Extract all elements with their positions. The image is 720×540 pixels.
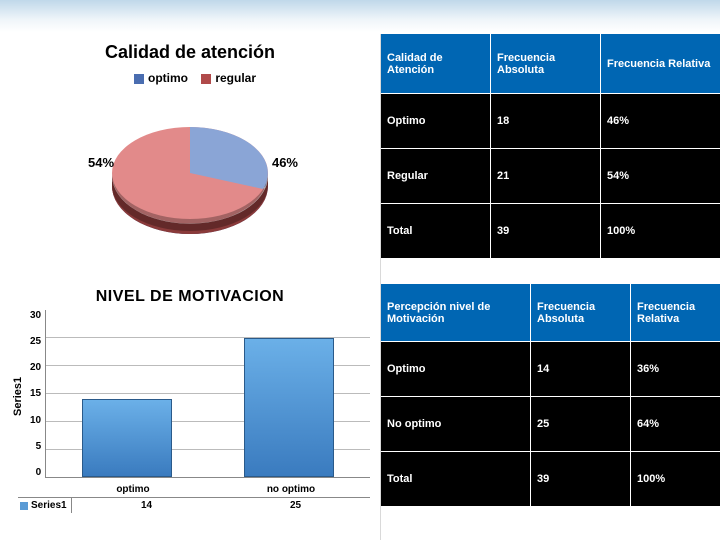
- bar-legend-row: Series1 14 25: [18, 497, 370, 513]
- t1-r2c0: Total: [381, 204, 491, 259]
- pie-wrap: 54% 46%: [80, 91, 300, 261]
- bar-optimo: [82, 399, 172, 477]
- table-motivacion: Percepción nivel de Motivación Frecuenci…: [380, 284, 720, 540]
- pie-label-right: 46%: [272, 155, 298, 170]
- table-calidad: Calidad de Atención Frecuencia Absoluta …: [380, 34, 720, 284]
- bar-xaxis: optimo no optimo: [54, 482, 370, 495]
- t1-r1c2: 54%: [601, 149, 720, 204]
- t2-r0c2: 36%: [631, 342, 720, 397]
- ytick-1: 5: [30, 441, 41, 452]
- bar-title: NIVEL DE MOTIVACION: [10, 288, 370, 306]
- ytick-6: 30: [30, 310, 41, 321]
- ytick-0: 0: [30, 467, 41, 478]
- t1-r0c1: 18: [491, 94, 601, 149]
- t2-h0: Percepción nivel de Motivación: [381, 284, 531, 342]
- t2-r0c1: 14: [531, 342, 631, 397]
- pie-chart-panel: Calidad de atención optimo regular: [0, 34, 380, 284]
- ytick-4: 20: [30, 362, 41, 373]
- legend-swatch-optimo: [134, 74, 144, 84]
- t1-r2c2: 100%: [601, 204, 720, 259]
- t1-h2: Frecuencia Relativa: [601, 34, 720, 94]
- t1-r1c1: 21: [491, 149, 601, 204]
- t1-r0c2: 46%: [601, 94, 720, 149]
- t2-r1c2: 64%: [631, 397, 720, 452]
- bar-val-1: 25: [221, 498, 370, 513]
- bar-series-swatch: [20, 502, 28, 510]
- t1-r2c1: 39: [491, 204, 601, 259]
- xcat-1: no optimo: [212, 482, 370, 495]
- bar-series-label: Series1: [31, 500, 67, 511]
- t2-r1c0: No optimo: [381, 397, 531, 452]
- legend-swatch-regular: [201, 74, 211, 84]
- t2-r2c0: Total: [381, 452, 531, 507]
- xcat-0: optimo: [54, 482, 212, 495]
- bar-yaxis: 0 5 10 15 20 25 30: [26, 310, 46, 478]
- top-accent: [0, 0, 720, 32]
- pie-title: Calidad de atención: [10, 42, 370, 63]
- t2-r2c1: 39: [531, 452, 631, 507]
- bar-plot: [46, 310, 370, 478]
- bar-series-label-cell: Series1: [18, 498, 72, 513]
- pie-legend: optimo regular: [10, 71, 370, 85]
- t1-r1c0: Regular: [381, 149, 491, 204]
- pie-svg: [80, 91, 300, 261]
- content-grid: Calidad de atención optimo regular: [0, 34, 720, 540]
- t2-h1: Frecuencia Absoluta: [531, 284, 631, 342]
- t1-r0c0: Optimo: [381, 94, 491, 149]
- ytick-3: 15: [30, 388, 41, 399]
- pie-label-left: 54%: [88, 155, 114, 170]
- t2-h2: Frecuencia Relativa: [631, 284, 720, 342]
- t2-r2c2: 100%: [631, 452, 720, 507]
- legend-label-regular: regular: [215, 71, 256, 85]
- t2-r1c1: 25: [531, 397, 631, 452]
- t2-r0c0: Optimo: [381, 342, 531, 397]
- t1-h1: Frecuencia Absoluta: [491, 34, 601, 94]
- t1-h0: Calidad de Atención: [381, 34, 491, 94]
- legend-label-optimo: optimo: [148, 71, 188, 85]
- ytick-2: 10: [30, 415, 41, 426]
- bar-area: Series1 0 5 10 15 20 25 30: [10, 310, 370, 482]
- ytick-5: 25: [30, 336, 41, 347]
- bar-val-0: 14: [72, 498, 221, 513]
- bar-no-optimo: [244, 338, 334, 477]
- bar-ylabel: Series1: [10, 310, 26, 482]
- bar-chart-panel: NIVEL DE MOTIVACION Series1 0 5 10 15 20…: [0, 284, 380, 540]
